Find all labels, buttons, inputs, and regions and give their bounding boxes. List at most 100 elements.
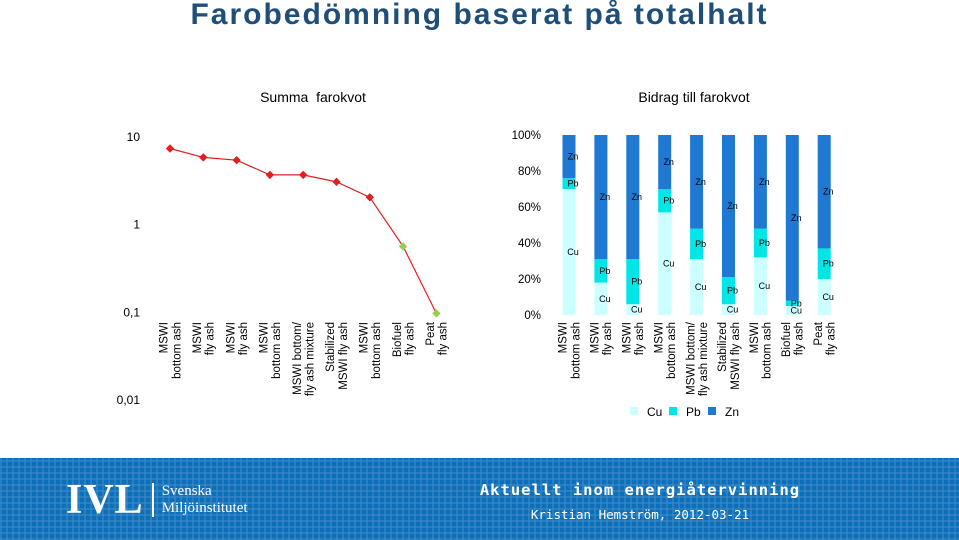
bar-segment-label: Zn bbox=[727, 201, 738, 211]
bar-segment-label: Zn bbox=[568, 152, 579, 162]
bar-segment-label: Cu bbox=[695, 282, 707, 292]
bar-x-tick-label: Peatfly ash bbox=[813, 321, 838, 355]
bar-segment-pb bbox=[562, 178, 576, 189]
line-x-tick-label: StabilizedMSWI fly ash bbox=[325, 322, 350, 390]
bar-x-tick-label: StabilizedMSWI fly ash bbox=[717, 322, 742, 390]
line-chart-y-axis: 10 1 0,1 0,01 bbox=[117, 130, 141, 407]
footer-banner: IVL Svenska Miljöinstitutet Aktuellt ino… bbox=[0, 458, 959, 540]
bar-segment-cu bbox=[785, 306, 799, 315]
bar-segment-label: Cu bbox=[822, 292, 834, 302]
bar-segment-pb bbox=[785, 300, 799, 306]
bar-segment-pb bbox=[594, 259, 608, 283]
footer-pattern bbox=[0, 458, 959, 540]
bar-segment-label: Cu bbox=[631, 305, 643, 315]
line-point bbox=[365, 193, 374, 202]
bar-chart-legend: Cu Pb Zn bbox=[630, 405, 739, 419]
bar-segment-pb bbox=[626, 259, 640, 305]
bar-segment-cu bbox=[753, 257, 767, 315]
legend-swatch-cu bbox=[630, 407, 638, 415]
bar-segment-label: Pb bbox=[791, 298, 802, 308]
bar-chart-y-axis: 100% 80% 60% 40% 20% 0% bbox=[512, 130, 541, 322]
line-point bbox=[232, 155, 241, 165]
bar-segment-cu bbox=[562, 189, 576, 315]
bar-segment-label: Pb bbox=[599, 266, 610, 276]
legend-label: Cu bbox=[647, 405, 662, 419]
line-y-tick-label: 0,01 bbox=[117, 393, 141, 407]
bar-chart-title: Bidrag till farokvot bbox=[638, 89, 749, 105]
bar-segment-zn bbox=[626, 135, 640, 260]
footer-title: Aktuellt inom energiåtervinning bbox=[479, 481, 801, 499]
bar-x-tick-label: MSWIbottom ash bbox=[558, 322, 583, 379]
line-x-tick-label: MSWIfly ash bbox=[225, 322, 250, 355]
line-x-tick-label: MSWIbottom ash bbox=[359, 322, 384, 379]
bar-x-tick-label: MSWIfly ash bbox=[590, 322, 615, 355]
bar-segment-label: Zn bbox=[791, 213, 802, 223]
bar-segment-cu bbox=[690, 259, 704, 315]
line-point bbox=[299, 170, 308, 180]
bar-segment-pb bbox=[658, 189, 672, 213]
bar-segment-label: Cu bbox=[599, 294, 611, 304]
bar-segment-label: Cu bbox=[791, 306, 803, 316]
legend-label: Zn bbox=[725, 405, 739, 419]
logo-name: Svenska Miljöinstitutet bbox=[162, 483, 248, 517]
charts-area: Summa farokvot Bidrag till farokvot 1010… bbox=[117, 89, 838, 419]
bar-y-tick-label: 0% bbox=[524, 310, 541, 322]
bar-x-tick-label: MSWIfly ash bbox=[622, 322, 647, 355]
bar-y-tick-label: 40% bbox=[518, 238, 541, 250]
bar-segment-cu bbox=[658, 212, 672, 315]
line-point bbox=[432, 309, 441, 318]
bar-segment-cu bbox=[722, 304, 735, 315]
bar-y-tick-label: 20% bbox=[518, 274, 541, 286]
bar-segment-zn bbox=[562, 135, 576, 179]
bar-segment-pb bbox=[817, 248, 831, 279]
bar-segment-label: Zn bbox=[600, 192, 611, 202]
bar-segment-cu bbox=[817, 279, 831, 315]
line-x-tick-label: Biofuelfly ash bbox=[392, 322, 417, 357]
line-x-tick-label: MSWI bottom/fly ash mixture bbox=[292, 321, 317, 396]
bar-segment-cu bbox=[594, 282, 608, 315]
line-x-tick-label: MSWIfly ash bbox=[192, 322, 217, 355]
bar-segment-label: Cu bbox=[567, 247, 579, 257]
legend-label: Pb bbox=[686, 405, 701, 419]
bar-segment-label: Pb bbox=[663, 196, 674, 206]
line-point bbox=[332, 177, 341, 187]
bar-chart-plot: CuPbZnCuPbZnCuPbZnCuPbZnCuPbZnCuPbZnCuPb… bbox=[562, 135, 834, 316]
line-y-tick-label: 0,1 bbox=[123, 305, 140, 319]
logo-mark: IVL bbox=[66, 477, 144, 523]
bar-segment-label: Pb bbox=[759, 238, 770, 248]
bar-segment-zn bbox=[785, 135, 799, 301]
bar-segment-label: Pb bbox=[727, 286, 738, 296]
bar-x-tick-label: MSWI bottom/fly ash mixture bbox=[685, 321, 710, 396]
line-chart-x-labels: MSWIbottom ash MSWIfly ash MSWIfly ash MSWI… bbox=[159, 321, 450, 396]
bar-x-tick-label: MSWIbottom ash bbox=[653, 322, 678, 379]
line-point bbox=[398, 242, 408, 251]
page-title: Farobedömning baserat på totalhalt bbox=[190, 0, 769, 31]
bar-segment-label: Cu bbox=[727, 305, 739, 315]
line-x-tick-label: Peatfly ash bbox=[425, 321, 450, 355]
line-point bbox=[265, 170, 275, 180]
bar-segment-zn bbox=[658, 135, 672, 189]
legend-swatch-zn bbox=[708, 407, 716, 415]
bar-x-tick-label: Biofuelfly ash bbox=[781, 322, 806, 357]
bar-chart-x-labels: MSWIbottom ash MSWIfly ash MSWIfly ash MSWI… bbox=[558, 321, 838, 396]
bar-segment-zn bbox=[690, 135, 704, 229]
bar-y-tick-label: 80% bbox=[518, 166, 541, 178]
line-y-tick-label: 1 bbox=[133, 218, 140, 232]
bar-segment-cu bbox=[626, 304, 640, 315]
bar-segment-label: Zn bbox=[695, 177, 706, 187]
line-chart-plot bbox=[165, 144, 441, 318]
ivl-logo: IVL Svenska Miljöinstitutet bbox=[66, 477, 248, 523]
bar-segment-label: Zn bbox=[632, 192, 643, 202]
line-x-tick-label: MSWIbottom ash bbox=[259, 322, 284, 379]
bar-segment-pb bbox=[753, 228, 767, 258]
legend-swatch-pb bbox=[669, 407, 677, 415]
bar-segment-label: Pb bbox=[695, 239, 706, 249]
logo-name-line2: Miljöinstitutet bbox=[161, 500, 248, 516]
bar-y-tick-label: 60% bbox=[518, 202, 541, 214]
line-point bbox=[165, 144, 175, 153]
bar-segment-pb bbox=[722, 277, 735, 305]
bar-segment-label: Cu bbox=[759, 281, 771, 291]
bar-segment-pb bbox=[690, 228, 704, 260]
bar-segment-zn bbox=[817, 135, 831, 249]
bar-segment-label: Pb bbox=[567, 179, 578, 189]
